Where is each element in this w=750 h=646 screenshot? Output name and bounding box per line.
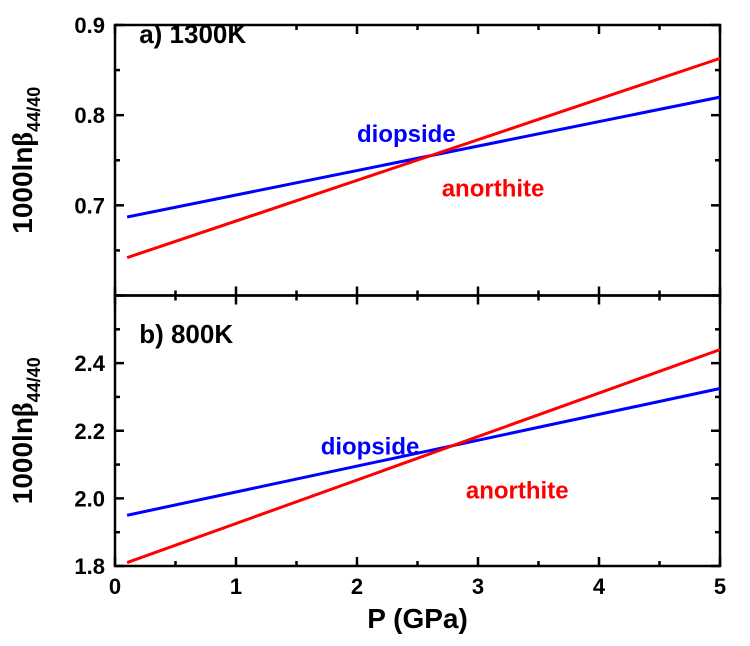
y-tick-label: 0.8 (74, 103, 105, 128)
series-label-diopside: diopside (321, 433, 420, 460)
series-line-anorthite (127, 350, 720, 563)
x-tick-label: 2 (351, 574, 363, 599)
series-line-diopside (127, 388, 720, 515)
x-tick-label: 3 (472, 574, 484, 599)
panel-label-a: a) 1300K (139, 19, 246, 49)
series-label-diopside: diopside (357, 121, 456, 148)
x-tick-label: 0 (109, 574, 121, 599)
figure-container: 0.7 0.8 0.9 diopside anorthite a) 1300K 1000ln… (0, 0, 750, 646)
y-axis-title-a: 1000lnβ44/40 (7, 87, 44, 234)
x-tick-label: 4 (593, 574, 606, 599)
y-tick-label: 0.7 (74, 193, 105, 218)
x-tick-label: 5 (714, 574, 726, 599)
chart-svg: 0.7 0.8 0.9 diopside anorthite a) 1300K 1000ln… (0, 0, 750, 646)
series-line-anorthite (127, 58, 720, 257)
series-label-anorthite: anorthite (466, 477, 569, 504)
y-tick-label: 1.8 (74, 554, 105, 579)
y-tick-label: 2.4 (74, 351, 105, 376)
y-axis-title-b: 1000lnβ44/40 (7, 357, 44, 504)
x-tick-label: 1 (230, 574, 242, 599)
y-tick-label: 0.9 (74, 13, 105, 38)
series-label-anorthite: anorthite (442, 175, 545, 202)
panel-label-b: b) 800K (139, 319, 233, 349)
x-axis-title: P (GPa) (367, 603, 468, 634)
y-tick-label: 2.0 (74, 486, 105, 511)
y-tick-label: 2.2 (74, 419, 105, 444)
